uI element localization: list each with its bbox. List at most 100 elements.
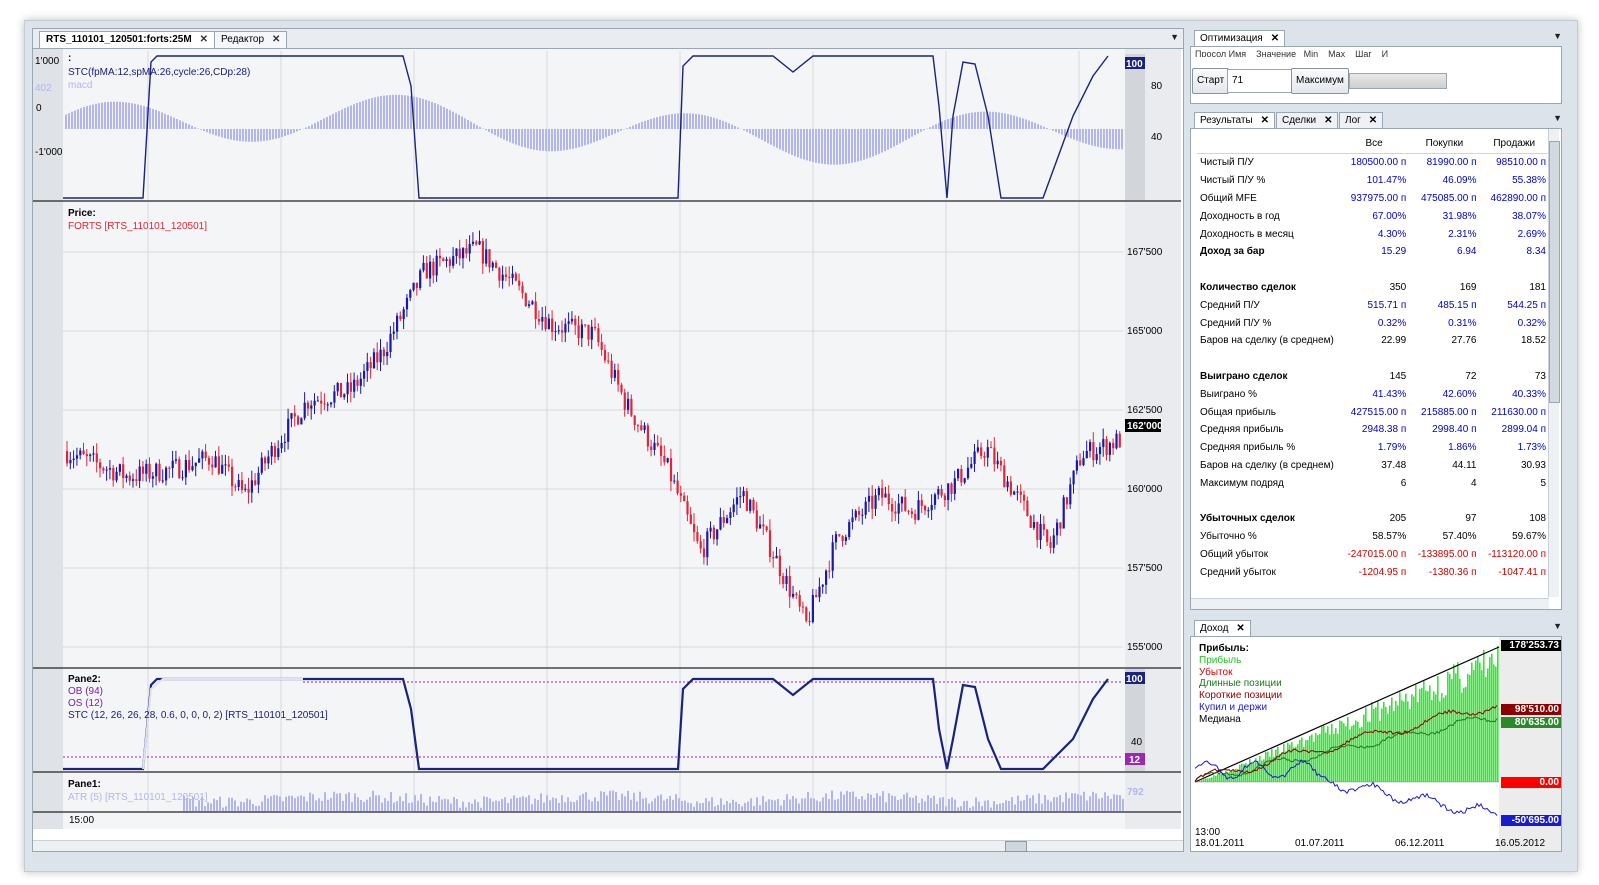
macd-bar	[539, 129, 541, 151]
income-legend-item[interactable]: Длинные позиции	[1199, 678, 1282, 690]
results-row[interactable]: Чистый П/У % 101.47% 46.09% 55.38%	[1197, 172, 1549, 190]
close-icon[interactable]: ✕	[199, 34, 209, 45]
macd-bar	[521, 129, 523, 147]
horizontal-scrollbar[interactable]	[1191, 598, 1549, 609]
atr-bar	[375, 795, 377, 811]
results-row[interactable]: Выиграно сделок 145 72 73	[1197, 368, 1549, 386]
results-row[interactable]: Средний П/У 515.71 п 485.15 п 544.25 п	[1197, 296, 1549, 314]
results-row[interactable]: Общий убыток -247015.00 п -133895.00 п -113…	[1197, 546, 1549, 564]
row-label: Средняя прибыль	[1200, 424, 1284, 436]
candle-body	[636, 425, 640, 427]
income-legend-item[interactable]: Медиана	[1199, 713, 1241, 725]
results-row[interactable]: Выиграно % 41.43% 42.60% 40.33%	[1197, 385, 1549, 403]
macd-bar	[1007, 114, 1009, 129]
row-value: 2948.38 п	[1361, 424, 1407, 436]
results-row[interactable]: Средняя прибыль 2948.38 п 2998.40 п 2899.04…	[1197, 421, 1549, 439]
results-row[interactable]: Чистый П/У 180500.00 п 81990.00 п 98510.00 …	[1197, 154, 1549, 172]
chevron-down-icon[interactable]: ▼	[1553, 113, 1562, 123]
close-icon[interactable]: ✕	[1236, 623, 1245, 634]
macd-bar	[620, 129, 622, 131]
tab-results[interactable]: Результаты ✕	[1194, 112, 1276, 128]
tab-optimization[interactable]: Оптимизация ✕	[1194, 30, 1286, 46]
income-legend-item[interactable]: Короткие позиции	[1199, 690, 1283, 702]
results-row[interactable]: Убыточно % 58.57% 57.40% 59.67%	[1197, 528, 1549, 546]
results-row[interactable]: Баров на сделку (в среднем) 37.48 44.11 30.…	[1197, 457, 1549, 475]
row-value: 57.40%	[1442, 531, 1477, 543]
results-row[interactable]: Количество сделок 350 169 181	[1197, 279, 1549, 297]
candle-body	[300, 418, 303, 425]
start-value-field[interactable]: 71	[1227, 69, 1293, 93]
income-legend-item[interactable]: Прибыль:	[1199, 643, 1249, 654]
chevron-down-icon[interactable]: ▼	[1170, 32, 1179, 42]
results-row[interactable]: Доход за бар 15.29 6.94 8.34	[1197, 243, 1549, 261]
candle-body	[1023, 494, 1026, 501]
income-chart[interactable]	[1191, 637, 1561, 851]
column-header[interactable]: Покупки	[1409, 133, 1480, 154]
tab-label: Доход	[1200, 623, 1229, 634]
results-row[interactable]: Максимум подряд 6 4 5	[1197, 474, 1549, 492]
macd-bar	[551, 129, 553, 152]
time-label: 15:00	[69, 815, 94, 826]
results-row[interactable]: Убыточных сделок 205 97 108	[1197, 510, 1549, 528]
macd-bar	[161, 112, 163, 129]
maximum-button[interactable]: Максимум	[1291, 68, 1349, 94]
column-header[interactable]: Продажи	[1479, 133, 1549, 154]
income-legend-item[interactable]: Убыток	[1199, 666, 1233, 678]
results-row[interactable]	[1197, 261, 1549, 279]
results-row[interactable]: Баров на сделку (в среднем) 22.99 27.76 18.…	[1197, 332, 1549, 350]
candle-body	[1039, 523, 1042, 540]
close-icon[interactable]: ✕	[1368, 115, 1378, 126]
macd-bar	[677, 113, 679, 129]
results-row[interactable]	[1197, 350, 1549, 368]
macd-bar	[98, 103, 100, 129]
macd-bar	[1004, 113, 1006, 129]
atr-bar	[759, 805, 761, 811]
column-header[interactable]: Все	[1339, 133, 1410, 154]
income-legend-item[interactable]: Купил и держи	[1199, 702, 1268, 713]
results-row[interactable]: Средний убыток -1204.95 п -1380.36 п -1047.…	[1197, 563, 1549, 581]
candle-body	[966, 467, 970, 479]
pane2-os-box	[1125, 753, 1145, 765]
results-row[interactable]: Средняя прибыль % 1.79% 1.86% 1.73%	[1197, 439, 1549, 457]
results-row[interactable]: Доходность в год 67.00% 31.98% 38.07%	[1197, 207, 1549, 225]
income-legend-item[interactable]: Прибыль	[1199, 654, 1242, 666]
row-label: Средний П/У %	[1200, 317, 1272, 329]
results-row[interactable]: Средний П/У % 0.32% 0.31% 0.32%	[1197, 314, 1549, 332]
tab-editor[interactable]: Редактор ✕	[214, 31, 288, 48]
atr-bar	[720, 798, 722, 811]
macd-bar	[785, 129, 787, 153]
candle-body	[425, 263, 428, 279]
chevron-down-icon[interactable]: ▼	[1553, 621, 1562, 631]
results-row[interactable]: Общая прибыль 427515.00 п 215885.00 п 21163…	[1197, 403, 1549, 421]
results-row[interactable]: Общий MFE 937975.00 п 475085.00 п 462890.00…	[1197, 190, 1549, 208]
tab-log[interactable]: Лог ✕	[1339, 112, 1384, 128]
macd-bar	[515, 129, 517, 145]
close-icon[interactable]: ✕	[1324, 115, 1333, 126]
vertical-scrollbar[interactable]	[1548, 129, 1560, 597]
horizontal-scrollbar[interactable]	[33, 840, 1183, 852]
tab-trades[interactable]: Сделки ✕	[1276, 112, 1339, 128]
close-icon[interactable]: ✕	[272, 34, 281, 45]
results-panel: Результаты ✕ Сделки ✕ Лог ✕ ▼ Все Покупки П…	[1190, 110, 1568, 610]
chart-canvas[interactable]: 1'000 0 -1'000 402: STC(fpMA:12,spMA:26,cycl…	[33, 49, 1181, 829]
chevron-down-icon[interactable]: ▼	[1553, 31, 1562, 41]
close-icon[interactable]: ✕	[1270, 33, 1280, 44]
stc-current-value: 100	[1126, 59, 1143, 70]
atr-bar	[339, 793, 341, 811]
tab-rts-chart[interactable]: RTS_110101_120501:forts:25M ✕	[39, 31, 216, 48]
scroll-thumb[interactable]	[1549, 141, 1560, 403]
results-row[interactable]: Доходность в месяц 4.30% 2.31% 2.69%	[1197, 225, 1549, 243]
results-row[interactable]	[1197, 492, 1549, 510]
scroll-thumb[interactable]	[1005, 841, 1027, 852]
macd-bar	[935, 124, 937, 129]
macd-bar	[479, 126, 481, 129]
candle-body	[1118, 433, 1121, 448]
start-button[interactable]: Старт	[1192, 68, 1230, 94]
candle-body	[917, 500, 920, 520]
atr-bar	[1098, 798, 1100, 811]
tab-income[interactable]: Доход ✕	[1194, 620, 1251, 636]
candle-body	[627, 398, 630, 410]
candle-body	[389, 333, 392, 352]
macd-bar	[839, 129, 841, 165]
close-icon[interactable]: ✕	[1260, 115, 1270, 126]
